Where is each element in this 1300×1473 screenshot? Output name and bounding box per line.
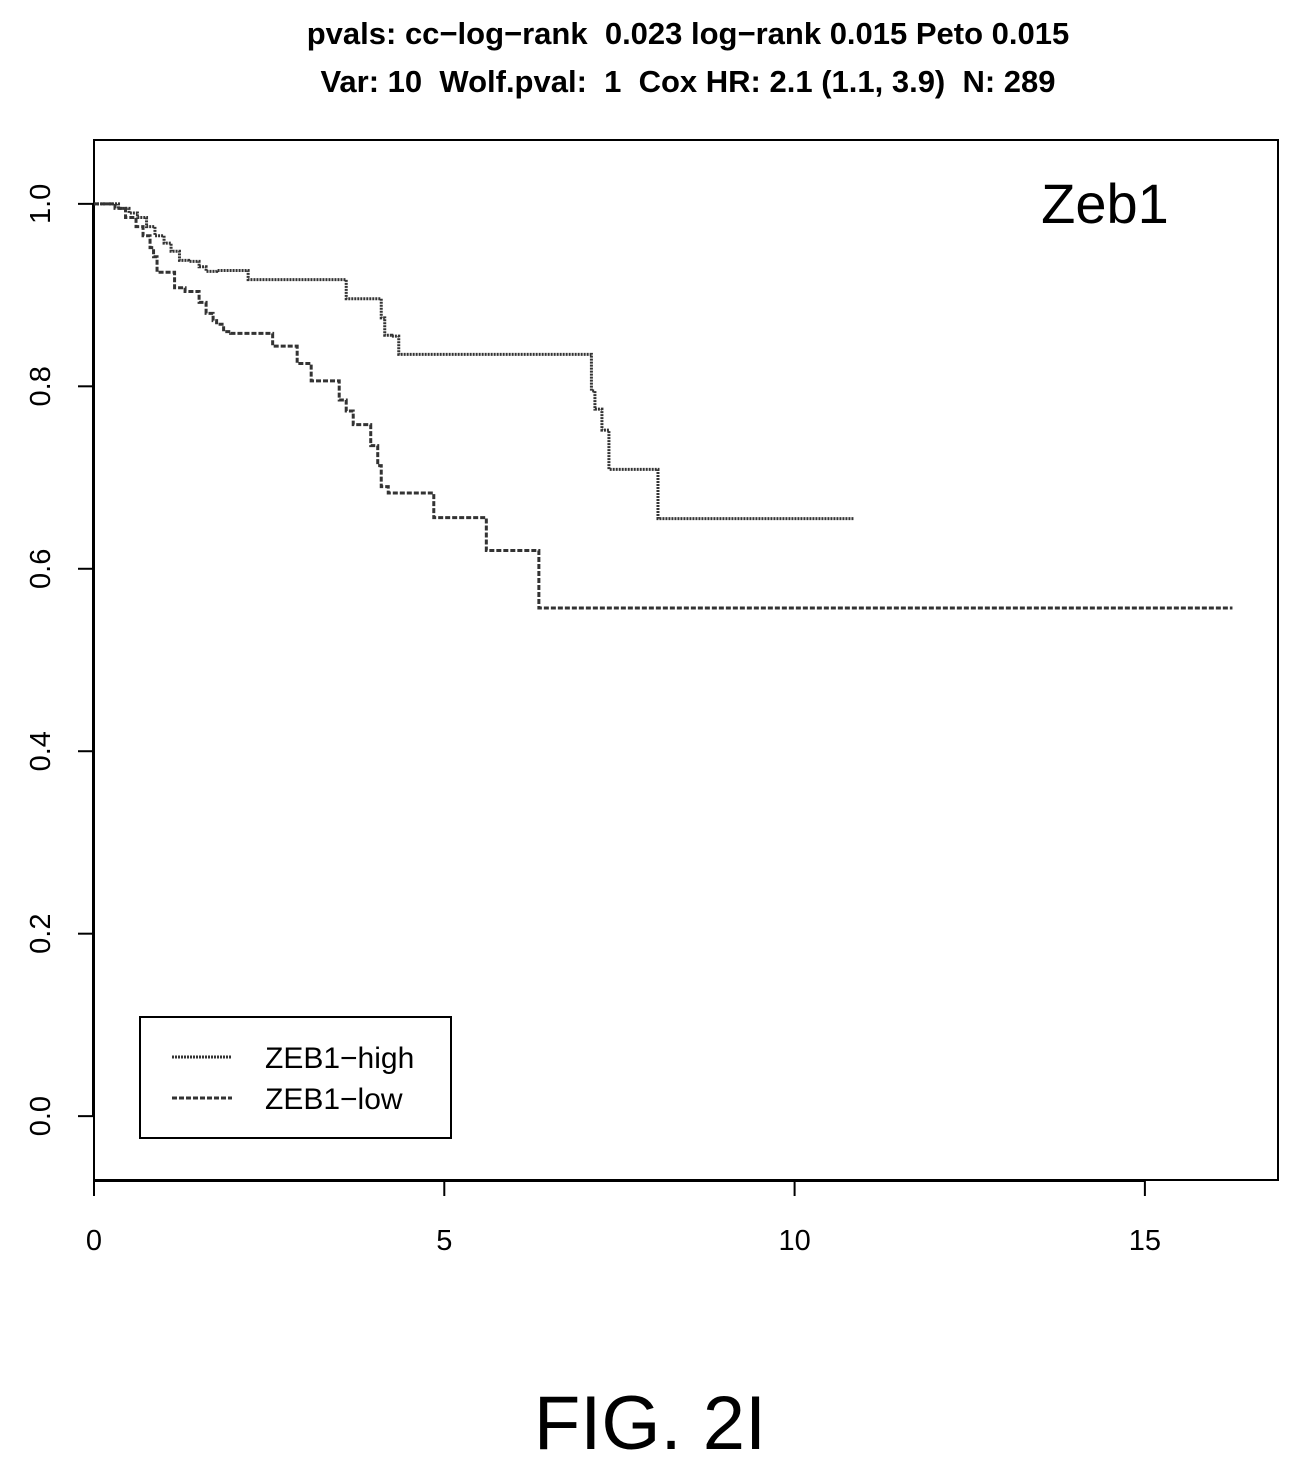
y-tick-label: 0.8 bbox=[25, 366, 57, 406]
legend-label: ZEB1−low bbox=[265, 1083, 403, 1116]
x-tick-label: 0 bbox=[86, 1225, 102, 1257]
x-axis: 0 5 10 15 bbox=[86, 1180, 1161, 1257]
y-tick-label: 0.6 bbox=[25, 549, 57, 589]
x-tick-label: 15 bbox=[1129, 1225, 1161, 1257]
y-tick-label: 0.4 bbox=[25, 731, 57, 771]
legend: ZEB1−high ZEB1−low bbox=[139, 1016, 452, 1139]
y-tick-label: 0.0 bbox=[25, 1096, 57, 1136]
series-line-zeb1-low bbox=[94, 202, 1233, 610]
y-tick-label: 0.2 bbox=[25, 914, 57, 954]
chart-title-line-1: pvals: cc−log−rank 0.023 log−rank 0.015 … bbox=[306, 16, 1070, 51]
legend-box bbox=[139, 1016, 452, 1139]
figure-label: FIG. 2I bbox=[533, 1381, 767, 1466]
series-layer bbox=[94, 202, 1233, 610]
panel-label: Zeb1 bbox=[1041, 172, 1169, 235]
series-line-zeb1-high bbox=[94, 202, 855, 521]
chart-title-line-2: Var: 10 Wolf.pval: 1 Cox HR: 2.1 (1.1, 3… bbox=[320, 64, 1056, 99]
y-tick-label: 1.0 bbox=[25, 184, 57, 224]
x-tick-label: 5 bbox=[436, 1225, 452, 1257]
y-axis: 0.0 0.2 0.4 0.6 0.8 1.0 bbox=[25, 184, 94, 1136]
legend-label: ZEB1−high bbox=[265, 1042, 414, 1075]
x-tick-label: 10 bbox=[778, 1225, 810, 1257]
